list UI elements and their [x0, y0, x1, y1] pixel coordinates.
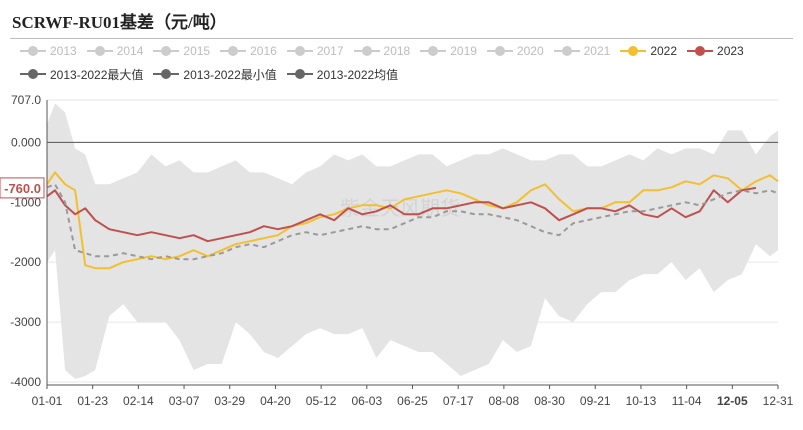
legend-marker-icon	[86, 46, 113, 56]
legend-item-2013[interactable]: 2013	[20, 43, 77, 59]
legend-label: 2015	[183, 44, 211, 58]
legend-item-2023[interactable]: 2023	[687, 43, 744, 59]
legend-marker-icon	[353, 46, 380, 56]
chart-title: SCRWF-RU01基差（元/吨）	[12, 13, 227, 32]
legend-item-2013-2022均值[interactable]: 2013-2022均值	[286, 66, 399, 82]
y-tick-label: -4000	[10, 375, 41, 389]
x-tick-label: 01-23	[77, 394, 108, 408]
x-tick-label: 05-12	[306, 394, 337, 408]
legend-item-2022[interactable]: 2022	[620, 43, 677, 59]
legend-label: 2016	[250, 44, 277, 58]
legend-marker-icon	[220, 46, 247, 56]
legend-marker-icon	[620, 46, 647, 56]
legend-item-2013-2022最小值[interactable]: 2013-2022最小值	[153, 66, 277, 82]
range-band	[47, 103, 778, 380]
legend-marker-icon	[153, 69, 180, 79]
x-tick-label: 04-20	[260, 394, 291, 408]
x-tick-label: 09-21	[580, 394, 611, 408]
x-tick-label: 03-29	[214, 394, 245, 408]
legend-label: 2022	[650, 44, 678, 58]
legend-item-2020[interactable]: 2020	[486, 43, 544, 59]
legend-marker-icon	[486, 46, 513, 56]
last-value-label: -760.0	[4, 181, 41, 196]
legend-label: 2018	[383, 44, 411, 58]
title-divider	[10, 38, 793, 39]
legend-row-1: 2013 2014 2015 2016 2017 2018 2019 2020 2021 2022…	[20, 43, 754, 59]
x-tick-label: 11-04	[672, 394, 702, 408]
legend-marker-icon	[286, 69, 313, 79]
legend-label: 2020	[516, 44, 544, 58]
legend-item-2014[interactable]: 2014	[86, 43, 144, 59]
series-line-2023	[46, 186, 757, 243]
legend-label: 2019	[450, 44, 477, 58]
x-tick-label: 01-01	[32, 394, 63, 408]
legend-label: 2013-2022最小值	[183, 67, 277, 82]
legend-marker-icon	[687, 46, 714, 56]
legend-marker-icon	[420, 46, 447, 56]
x-tick-label: 12-31	[763, 394, 794, 408]
legend-label: 2017	[316, 44, 344, 58]
y-tick-label: 707.0	[11, 93, 41, 107]
legend-item-2013-2022最大值[interactable]: 2013-2022最大值	[20, 66, 143, 82]
legend-label: 2021	[583, 44, 611, 58]
y-tick-label: -2000	[10, 255, 41, 269]
x-tick-label: 06-25	[397, 394, 428, 408]
y-tick-label: -1000	[10, 195, 41, 209]
legend-marker-icon	[20, 69, 46, 79]
x-tick-label: 07-17	[443, 394, 474, 408]
y-tick-label: 0.000	[11, 135, 41, 149]
y-tick-label: -3000	[10, 315, 41, 329]
legend-item-2021[interactable]: 2021	[553, 43, 611, 59]
x-tick-label: 08-08	[489, 394, 520, 408]
legend-marker-icon	[286, 46, 313, 56]
legend-label: 2023	[717, 44, 744, 58]
legend-marker-icon	[20, 46, 46, 56]
x-tick-label: 12-05	[717, 394, 748, 408]
legend-marker-icon	[553, 46, 580, 56]
legend-row-2: 2013-2022最大值 2013-2022最小值 2013-2022均值	[20, 66, 408, 82]
legend-item-2017[interactable]: 2017	[286, 43, 344, 59]
x-tick-label: 08-30	[534, 394, 565, 408]
legend-marker-icon	[153, 46, 180, 56]
legend-label: 2013	[50, 44, 77, 58]
series-line-2022	[46, 171, 779, 270]
x-tick-label: 10-13	[626, 394, 657, 408]
legend-label: 2014	[116, 44, 144, 58]
legend-item-2018[interactable]: 2018	[353, 43, 411, 59]
x-tick-label: 06-03	[351, 394, 382, 408]
last-value-badge	[0, 177, 45, 199]
series-line-2013-2022均值	[46, 183, 779, 261]
legend-label: 2013-2022最大值	[50, 67, 144, 82]
legend-item-2015[interactable]: 2015	[153, 43, 210, 59]
x-tick-label: 02-14	[123, 394, 154, 408]
legend-label: 2013-2022均值	[316, 67, 399, 82]
legend-item-2019[interactable]: 2019	[420, 43, 477, 59]
legend-item-2016[interactable]: 2016	[220, 43, 277, 59]
x-tick-label: 03-07	[169, 394, 200, 408]
